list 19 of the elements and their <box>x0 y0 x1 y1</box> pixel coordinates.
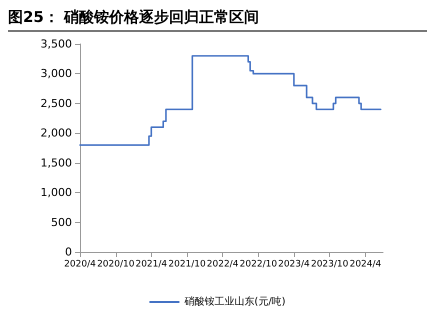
y-tick-label: 3,500 <box>40 38 72 50</box>
chart-title: 图25： 硝酸铵价格逐步回归正常区间 <box>8 8 427 32</box>
y-tick-label: 2,000 <box>40 126 72 140</box>
x-tick-label: 2024/4 <box>350 260 382 270</box>
x-tick-label: 2022/10 <box>240 260 278 270</box>
y-tick-label: 1,500 <box>40 156 72 170</box>
y-tick-label: 500 <box>51 216 72 229</box>
x-tick-label: 2023/4 <box>278 260 310 270</box>
y-tick-label: 1,000 <box>40 186 72 200</box>
y-tick-label: 2,500 <box>40 96 72 110</box>
x-tick-label: 2020/10 <box>97 260 135 270</box>
x-tick-label: 2022/4 <box>206 260 239 270</box>
y-tick-label: 0 <box>65 246 72 258</box>
y-tick-label: 3,000 <box>40 67 72 80</box>
x-tick-label: 2021/10 <box>168 260 206 270</box>
x-tick-label: 2020/4 <box>64 260 96 270</box>
legend-label: 硝酸铵工业山东(元/吨) <box>183 296 286 308</box>
x-tick-label: 2021/4 <box>135 260 168 270</box>
x-tick-label: 2023/10 <box>310 260 349 270</box>
